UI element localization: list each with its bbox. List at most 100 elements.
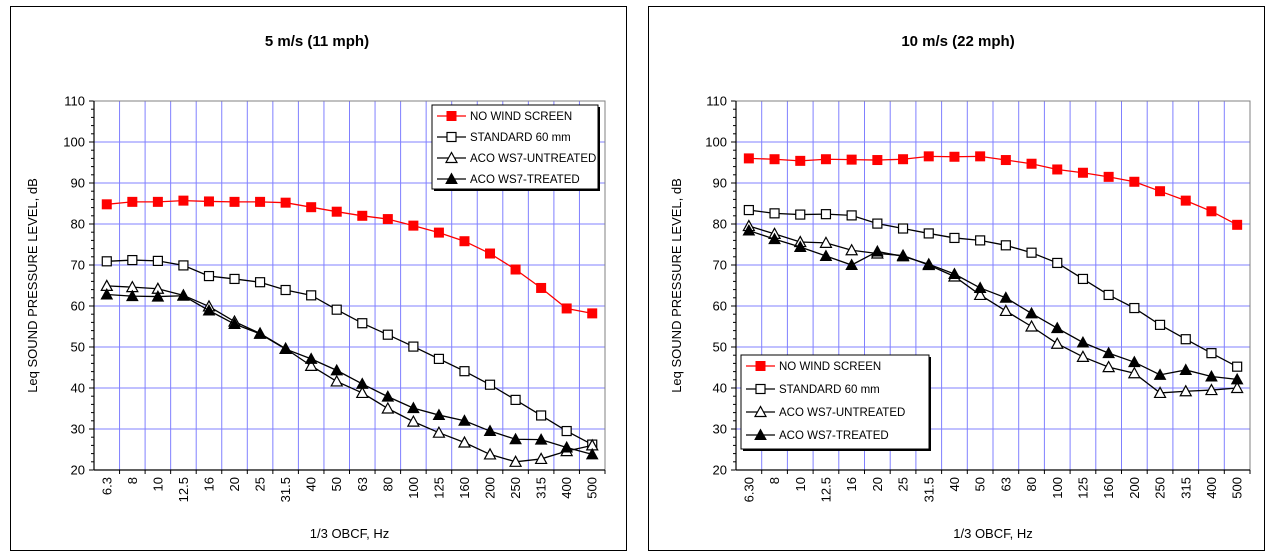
- data-point: [203, 196, 214, 207]
- data-point: [795, 209, 806, 220]
- x-tick-label: 8: [767, 477, 782, 484]
- data-point: [381, 401, 395, 414]
- data-point: [1127, 366, 1141, 379]
- series-left-3: [100, 287, 599, 460]
- data-point: [1129, 176, 1140, 187]
- x-tick-label: 63: [998, 477, 1013, 491]
- data-point: [408, 220, 419, 231]
- data-point: [769, 208, 780, 219]
- data-point: [1230, 372, 1244, 385]
- series-right-3: [742, 224, 1244, 385]
- data-point: [872, 218, 883, 229]
- legend-marker: [445, 172, 458, 184]
- data-point: [820, 209, 832, 220]
- data-point: [793, 240, 807, 252]
- x-tick-label: 50: [973, 477, 988, 491]
- data-point: [432, 408, 446, 421]
- x-tick-label: 400: [559, 477, 574, 499]
- data-point: [483, 424, 497, 437]
- data-point: [1179, 363, 1193, 375]
- data-point: [1232, 361, 1243, 372]
- chart-panel-left: 5 m/s (11 mph) 20 30 40 50 60 70 80 90 100 110 6.3 8…: [10, 6, 627, 551]
- legend-marker: [446, 131, 457, 143]
- data-point: [1050, 321, 1064, 334]
- data-point: [280, 197, 291, 208]
- x-tick-label: 20: [227, 477, 242, 491]
- data-point: [203, 270, 215, 282]
- data-point: [949, 151, 960, 162]
- y-tick-label: 30: [71, 422, 85, 437]
- chart-panel-right: 10 m/s (22 mph) 20 30 40 50 60 70 80 90 100 110 6.3…: [648, 6, 1265, 551]
- data-point: [509, 432, 522, 445]
- data-point: [1230, 381, 1244, 394]
- legend-marker: [446, 111, 457, 121]
- x-tick-label: 125: [1075, 477, 1090, 499]
- data-point: [1026, 158, 1037, 169]
- x-tick-label: 10: [150, 477, 165, 491]
- data-point: [845, 258, 858, 270]
- data-point: [331, 304, 342, 315]
- x-tick-label: 160: [457, 477, 472, 499]
- data-point: [1103, 171, 1114, 182]
- y-tick-label: 80: [71, 217, 85, 232]
- data-point: [561, 425, 572, 437]
- y-tick-label: 70: [713, 258, 727, 273]
- y-tick-label: 100: [63, 135, 85, 150]
- data-point: [279, 342, 292, 355]
- data-point: [457, 435, 471, 448]
- y-tick-label: 50: [713, 340, 727, 355]
- data-point: [382, 214, 393, 225]
- data-point: [433, 353, 445, 364]
- data-point: [743, 204, 754, 216]
- data-point: [433, 227, 444, 238]
- data-point: [949, 232, 960, 244]
- legend-marker: [755, 383, 766, 395]
- data-point: [330, 363, 344, 376]
- x-tick-label: 63: [355, 477, 370, 491]
- data-point: [872, 155, 883, 166]
- data-point: [406, 414, 420, 427]
- data-point: [125, 289, 139, 302]
- x-axis-label: 1/3 OBCF, Hz: [310, 526, 389, 541]
- legend: NO WIND SCREEN STANDARD 60 mm ACO WS7-UNTR…: [740, 354, 931, 451]
- data-point: [177, 289, 190, 301]
- y-axis-label: Leq SOUND PRESSURE LEVEL, dB: [669, 178, 684, 393]
- data-point: [1204, 383, 1218, 396]
- x-tick-label: 8: [125, 477, 140, 484]
- data-point: [973, 281, 987, 293]
- legend-label: STANDARD 60 mm: [779, 384, 880, 396]
- x-tick-label: 12.5: [176, 477, 191, 502]
- data-point: [871, 244, 884, 257]
- data-point: [1050, 336, 1064, 349]
- data-point: [846, 210, 857, 221]
- data-point: [585, 447, 599, 460]
- x-tick-label: 12.5: [818, 477, 833, 502]
- data-point: [407, 401, 420, 414]
- data-point: [846, 154, 857, 165]
- legend-label: ACO WS7-UNTREATED: [779, 407, 905, 419]
- data-point: [1153, 368, 1167, 380]
- x-tick-label: 500: [585, 477, 600, 499]
- y-tick-label: 60: [71, 299, 85, 314]
- series-right-0: [743, 151, 1243, 230]
- data-point: [483, 447, 497, 460]
- y-tick-label: 40: [71, 381, 85, 396]
- y-tick-label: 110: [706, 94, 727, 109]
- legend-marker: [753, 405, 768, 418]
- x-tick-label: 10: [793, 477, 808, 491]
- x-tick-label: 160: [1101, 477, 1116, 499]
- data-point: [1128, 355, 1141, 368]
- data-point: [536, 282, 547, 293]
- data-point: [1025, 306, 1038, 319]
- data-point: [1076, 350, 1090, 362]
- data-point: [1102, 346, 1115, 359]
- data-point: [1232, 219, 1243, 230]
- x-tick-label: 16: [844, 477, 859, 491]
- data-point: [1025, 319, 1039, 332]
- data-point: [357, 318, 368, 329]
- data-point: [484, 379, 496, 390]
- y-tick-label: 90: [71, 176, 85, 191]
- chart-title: 5 m/s (11 mph): [265, 33, 369, 50]
- series-left-1: [101, 254, 598, 450]
- x-tick-label: 40: [947, 477, 962, 491]
